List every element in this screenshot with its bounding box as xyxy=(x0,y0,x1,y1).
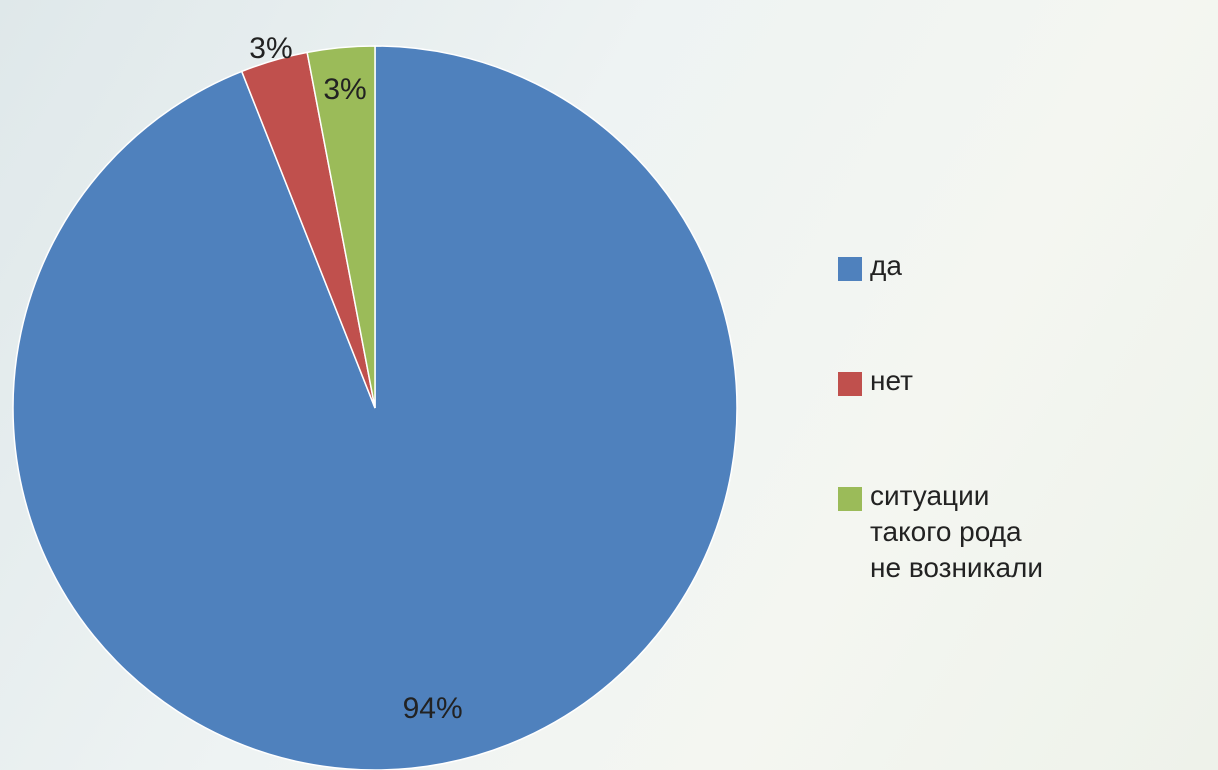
legend-label: ситуации такого рода не возникали xyxy=(870,478,1060,586)
legend-item: нет xyxy=(838,363,1218,478)
legend-label: да xyxy=(870,248,1060,284)
legend-label: нет xyxy=(870,363,1060,399)
legend-item: да xyxy=(838,248,1218,363)
legend-swatch xyxy=(838,257,862,281)
legend-item: ситуации такого рода не возникали xyxy=(838,478,1218,593)
data-label: 3% xyxy=(323,73,366,106)
legend-swatch xyxy=(838,372,862,396)
legend: да нет ситуации такого рода не возникали xyxy=(838,248,1218,593)
page: 94% 3% 3% да нет ситуации такого рода не воз… xyxy=(0,0,1218,770)
data-label: 94% xyxy=(403,692,463,725)
legend-swatch xyxy=(838,487,862,511)
data-label: 3% xyxy=(249,32,292,65)
